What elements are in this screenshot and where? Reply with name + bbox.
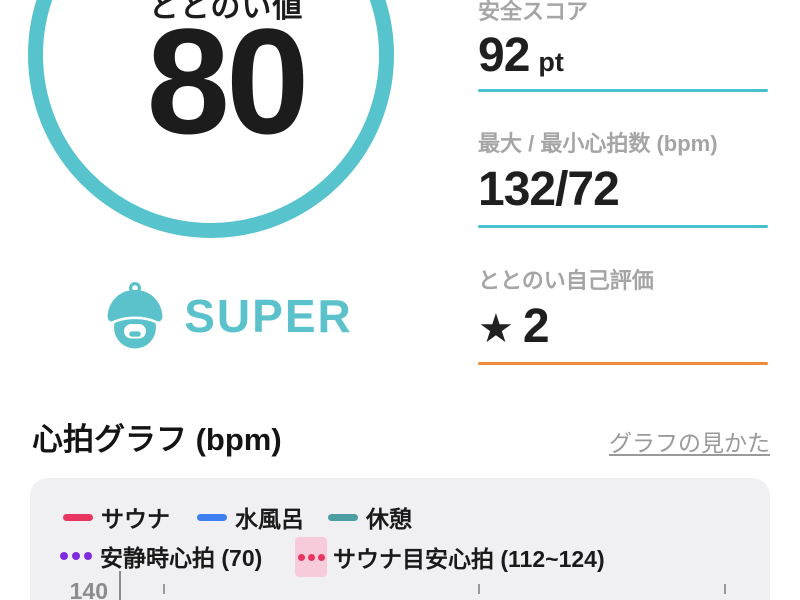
legend-item-target-hr: サウナ目安心拍 (112~124) — [295, 537, 605, 577]
grid-tick — [163, 584, 165, 594]
self-rating-value: ★ 2 — [478, 303, 770, 351]
legend-item-coldbath: 水風呂 — [197, 502, 304, 532]
self-rating-number: 2 — [522, 300, 550, 353]
resting-hr-dots-icon — [60, 552, 92, 560]
safety-score-value: 92 pt — [478, 32, 770, 80]
grid-tick — [724, 584, 726, 594]
grid-tick — [478, 584, 480, 594]
safety-score-label: 安全スコア — [478, 0, 589, 24]
totonoi-score-value: 80 — [146, 0, 310, 165]
legend-item-sauna: サウナ — [63, 502, 170, 532]
self-rating-label: ととのい自己評価 — [478, 268, 654, 293]
divider-teal-2 — [478, 225, 768, 228]
safety-score-number: 92 — [478, 29, 530, 82]
heart-rate-graph-panel: サウナ 水風呂 休憩 安静時心拍 (70) サウナ目安心拍 (112~124) — [30, 478, 770, 600]
max-min-hr-number: 132/72 — [478, 163, 620, 216]
divider-orange — [478, 362, 768, 365]
totonoi-rank-badge: SUPER — [28, 278, 424, 354]
max-min-hr-label: 最大 / 最小心拍数 (bpm) — [478, 131, 718, 156]
legend-item-resting-hr: 安静時心拍 (70) — [60, 541, 262, 571]
legend-label-sauna: サウナ — [101, 506, 170, 532]
y-axis-line — [119, 571, 121, 600]
legend-label-resting-hr: 安静時心拍 (70) — [100, 545, 263, 571]
sauna-hat-icon — [107, 281, 163, 349]
coldbath-line-swatch — [197, 513, 227, 521]
legend-label-coldbath: 水風呂 — [235, 506, 304, 532]
sauna-line-swatch — [63, 513, 93, 521]
star-icon: ★ — [478, 307, 514, 351]
legend-label-target-hr: サウナ目安心拍 (112~124) — [333, 546, 605, 572]
legend-label-rest: 休憩 — [366, 506, 412, 532]
rank-badge-label: SUPER — [184, 290, 353, 342]
y-axis-tick-140: 140 — [69, 578, 108, 600]
target-hr-band-icon — [295, 537, 327, 577]
safety-score-unit: pt — [538, 47, 564, 77]
rest-line-swatch — [328, 513, 358, 521]
heart-rate-graph-title: 心拍グラフ (bpm) — [32, 422, 282, 457]
totonoi-label: ととのい値 — [148, 0, 304, 24]
max-min-hr-value: 132/72 — [478, 166, 770, 214]
graph-help-link[interactable]: グラフの見かた — [609, 430, 770, 456]
legend-item-rest: 休憩 — [328, 502, 412, 532]
divider-teal-1 — [478, 89, 768, 92]
